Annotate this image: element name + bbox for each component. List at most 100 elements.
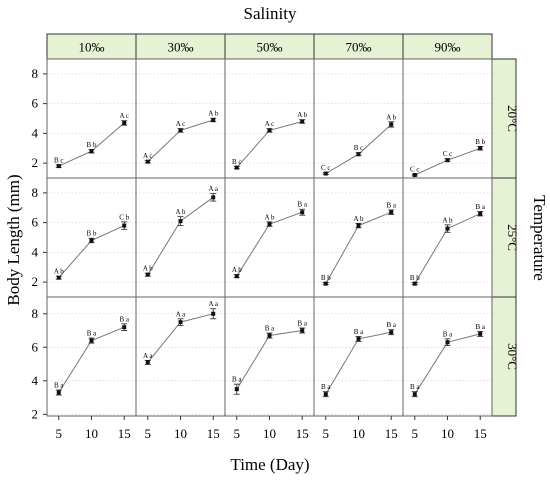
panel: B c A c A b: [224, 58, 315, 179]
y-tick-label: 8: [32, 185, 39, 200]
data-point: [323, 171, 328, 176]
data-point: [389, 210, 394, 215]
data-point: [56, 275, 61, 280]
significance-label: B a: [386, 321, 396, 329]
significance-label: A b: [386, 113, 396, 121]
significance-label: B c: [54, 156, 64, 164]
panel: A b A b B a: [224, 177, 315, 298]
data-point: [178, 320, 183, 325]
x-tick-label: 15: [474, 426, 487, 441]
y-axis-title: Body Length (mm): [4, 174, 23, 305]
data-point: [356, 223, 361, 228]
y-tick-label: 2: [32, 274, 39, 289]
data-point: [145, 159, 150, 164]
data-point: [267, 128, 272, 133]
panel: A b B b C b: [46, 177, 137, 298]
significance-label: B a: [265, 325, 275, 333]
data-point: [145, 272, 150, 277]
significance-label: B b: [410, 274, 420, 282]
panel-border: [224, 296, 315, 417]
data-point: [56, 390, 61, 395]
y-tick-label: 6: [32, 215, 39, 230]
significance-label: B a: [119, 315, 129, 323]
panel: B a B a B a: [402, 296, 493, 417]
significance-label: A c: [119, 112, 129, 120]
x-tick-label: 5: [234, 426, 241, 441]
significance-label: B a: [297, 320, 307, 328]
data-point: [323, 392, 328, 397]
data-point: [211, 117, 216, 122]
y-tick-label: 8: [32, 306, 39, 321]
y-tick-label: 2: [32, 406, 39, 421]
panel-border: [224, 177, 315, 298]
data-point: [178, 219, 183, 224]
data-point: [89, 338, 94, 343]
y-tick-label: 4: [32, 125, 39, 140]
data-point: [234, 387, 239, 392]
significance-label: B a: [321, 383, 331, 391]
salinity-strip-label: 10‰: [79, 40, 105, 55]
significance-label: B a: [54, 382, 64, 390]
panel: A a A a A a: [135, 296, 226, 417]
temperature-strip-label: 25°C: [505, 224, 520, 251]
temperature-strip-label: 20°C: [505, 105, 520, 132]
panel: B c B b A c: [46, 58, 137, 179]
significance-label: B c: [354, 144, 364, 152]
significance-label: B a: [297, 201, 307, 209]
x-tick-label: 10: [441, 426, 454, 441]
significance-label: C c: [410, 166, 420, 174]
data-point: [145, 360, 150, 365]
data-point: [122, 223, 127, 228]
data-point: [267, 222, 272, 227]
data-point: [323, 281, 328, 286]
x-axis-title: Time (Day): [230, 455, 309, 474]
data-point: [412, 281, 417, 286]
panel-border: [313, 296, 404, 417]
significance-label: B a: [87, 330, 97, 338]
data-point: [445, 158, 450, 163]
significance-label: A c: [176, 120, 186, 128]
x-tick-label: 5: [323, 426, 330, 441]
data-point: [389, 122, 394, 127]
data-point: [478, 331, 483, 336]
panel: B a B a B a: [313, 296, 404, 417]
significance-label: A b: [176, 208, 186, 216]
salinity-strip: [135, 33, 226, 60]
data-point: [478, 211, 483, 216]
data-point: [56, 164, 61, 169]
data-point: [89, 149, 94, 154]
right-axis-title: Temperature: [530, 195, 549, 281]
x-tick-label: 15: [207, 426, 220, 441]
data-point: [356, 336, 361, 341]
significance-label: B a: [475, 203, 485, 211]
data-point: [300, 328, 305, 333]
data-point: [412, 392, 417, 397]
data-point: [300, 210, 305, 215]
x-tick-label: 5: [412, 426, 419, 441]
significance-label: A c: [265, 120, 275, 128]
y-tick-label: 4: [32, 244, 39, 259]
salinity-strip-label: 70‰: [346, 40, 372, 55]
data-point: [389, 330, 394, 335]
y-tick-label: 2: [32, 155, 39, 170]
data-point: [445, 340, 450, 345]
significance-label: B c: [232, 158, 242, 166]
significance-label: A b: [232, 266, 242, 274]
data-point: [211, 195, 216, 200]
y-tick-label: 6: [32, 96, 39, 111]
x-tick-label: 5: [56, 426, 63, 441]
significance-label: B b: [87, 141, 97, 149]
data-point: [122, 120, 127, 125]
panel: A c A c A b: [135, 58, 226, 179]
panel: B a B a B a: [224, 296, 315, 417]
significance-label: B b: [475, 138, 485, 146]
data-point: [300, 119, 305, 124]
x-tick-label: 10: [174, 426, 187, 441]
y-tick-label: 6: [32, 339, 39, 354]
top-axis-title: Salinity: [244, 4, 297, 23]
salinity-strip-label: 30‰: [168, 40, 194, 55]
x-tick-label: 15: [296, 426, 309, 441]
x-tick-label: 10: [352, 426, 365, 441]
significance-label: B a: [410, 383, 420, 391]
